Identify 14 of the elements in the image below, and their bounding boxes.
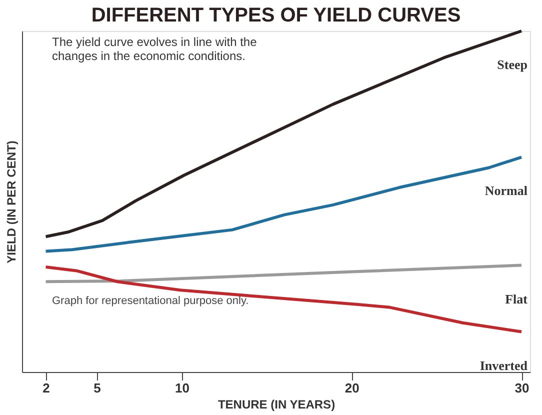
x-axis-title: TENURE (IN YEARS) bbox=[218, 398, 336, 412]
x-tick-label: 10 bbox=[174, 380, 190, 396]
series-label: Flat bbox=[505, 291, 528, 306]
text: Inverted bbox=[480, 358, 528, 373]
y-axis-title: YIELD (IN PER CENT) bbox=[4, 140, 18, 264]
x-tick-label: 30 bbox=[514, 380, 530, 396]
series-label: Normal bbox=[484, 183, 528, 198]
chart-title: DIFFERENT TYPES OF YIELD CURVES bbox=[91, 4, 461, 26]
annotation: The yield curve evolves in line with the changes in the economic conditions. bbox=[52, 35, 258, 63]
series-label: Steep bbox=[497, 57, 528, 72]
annotation: Graph for representational purpose only. bbox=[52, 295, 249, 307]
x-tick-label: 2 bbox=[42, 380, 50, 396]
x-tick-label: 20 bbox=[344, 380, 360, 396]
x-tick-label: 5 bbox=[94, 380, 101, 396]
